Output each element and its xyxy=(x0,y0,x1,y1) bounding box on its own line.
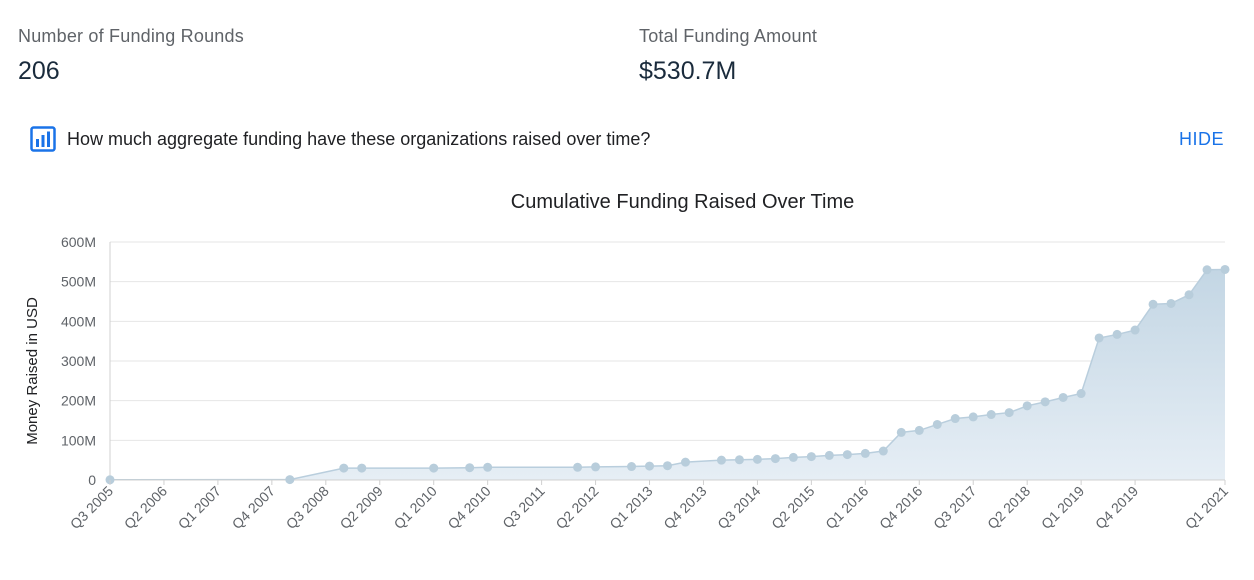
data-point xyxy=(806,452,816,462)
data-point xyxy=(896,427,906,437)
x-tick-label: Q1 2016 xyxy=(822,483,871,532)
y-axis-label: Money Raised in USD xyxy=(24,297,41,445)
data-point xyxy=(465,463,475,473)
data-point xyxy=(1220,264,1230,274)
data-point xyxy=(716,455,726,465)
cumulative-funding-chart: Cumulative Funding Raised Over Time 0 100M… xyxy=(24,191,1231,532)
funding-area xyxy=(110,269,1225,480)
y-tick-label: 300M xyxy=(61,353,96,369)
x-tick-label: Q3 2017 xyxy=(930,483,979,532)
data-point xyxy=(339,463,349,473)
x-tick-label: Q2 2018 xyxy=(984,483,1033,532)
x-tick-label: Q4 2019 xyxy=(1092,483,1141,532)
x-tick-label: Q4 2007 xyxy=(229,483,278,532)
data-point xyxy=(483,462,493,472)
data-point xyxy=(1112,329,1122,339)
x-tick-label: Q4 2010 xyxy=(444,483,493,532)
data-point xyxy=(663,461,672,471)
data-point xyxy=(1094,333,1104,343)
data-point xyxy=(1022,401,1032,411)
data-point xyxy=(932,419,942,429)
data-point xyxy=(1004,408,1014,418)
data-point xyxy=(788,452,798,462)
data-point xyxy=(680,457,690,467)
x-tick-label: Q3 2014 xyxy=(714,483,763,532)
x-tick-label: Q1 2019 xyxy=(1038,483,1087,532)
data-point xyxy=(914,425,924,435)
total-funding-stat: Total Funding Amount $530.7M xyxy=(639,26,817,86)
x-tick-label: Q1 2010 xyxy=(391,483,440,532)
x-tick-label: Q2 2006 xyxy=(121,483,170,532)
y-tick-label: 600M xyxy=(61,234,96,250)
data-point xyxy=(645,461,655,471)
data-point xyxy=(1040,397,1050,407)
funding-rounds-value: 206 xyxy=(18,57,60,85)
x-tick-label: Q4 2013 xyxy=(660,483,709,532)
funding-rounds-label: Number of Funding Rounds xyxy=(18,26,244,46)
data-point xyxy=(986,410,996,420)
chart-title: Cumulative Funding Raised Over Time xyxy=(511,191,854,213)
x-tick-label: Q3 2011 xyxy=(499,483,548,532)
data-point xyxy=(1166,298,1176,308)
x-tick-label: Q3 2008 xyxy=(283,483,332,532)
data-point xyxy=(429,463,439,473)
data-point xyxy=(573,462,583,472)
total-funding-label: Total Funding Amount xyxy=(639,26,818,46)
y-tick-label: 500M xyxy=(61,274,96,290)
x-tick-label: Q1 2007 xyxy=(175,483,224,532)
data-point xyxy=(968,412,978,422)
data-point xyxy=(860,448,870,458)
x-tick-label: Q2 2009 xyxy=(337,483,386,532)
x-tick-label: Q2 2012 xyxy=(552,483,601,532)
data-point xyxy=(842,450,852,460)
y-tick-label: 200M xyxy=(61,393,96,409)
data-point xyxy=(627,462,637,472)
data-point xyxy=(1076,389,1086,399)
data-point xyxy=(734,455,744,465)
data-point xyxy=(1148,299,1158,309)
data-point xyxy=(105,475,115,485)
total-funding-value: $530.7M xyxy=(639,57,737,85)
data-point xyxy=(878,446,888,456)
x-tick-label: Q1 2021 xyxy=(1182,483,1231,532)
hide-button[interactable]: HIDE xyxy=(1178,129,1224,149)
funding-rounds-stat: Number of Funding Rounds 206 xyxy=(18,26,244,86)
data-point xyxy=(752,454,762,464)
data-point xyxy=(824,450,834,460)
data-point xyxy=(1058,392,1068,402)
data-point xyxy=(1202,265,1212,275)
data-point xyxy=(1184,290,1194,300)
bar-chart-icon xyxy=(30,126,56,152)
x-tick-label: Q3 2005 xyxy=(67,483,116,532)
x-tick-label: Q1 2013 xyxy=(606,483,655,532)
y-tick-label: 100M xyxy=(61,432,96,448)
data-point xyxy=(591,462,601,472)
data-point xyxy=(1130,325,1140,335)
x-tick-label: Q4 2016 xyxy=(876,483,925,532)
data-point xyxy=(950,414,960,424)
chart-question-bar: How much aggregate funding have these or… xyxy=(30,124,1224,156)
y-tick-label: 400M xyxy=(61,313,96,329)
y-tick-label: 0 xyxy=(88,472,96,488)
chart-question-text: How much aggregate funding have these or… xyxy=(67,129,651,149)
data-point xyxy=(285,475,295,485)
x-tick-label: Q2 2015 xyxy=(768,483,817,532)
data-point xyxy=(770,454,780,464)
data-point xyxy=(357,463,367,473)
